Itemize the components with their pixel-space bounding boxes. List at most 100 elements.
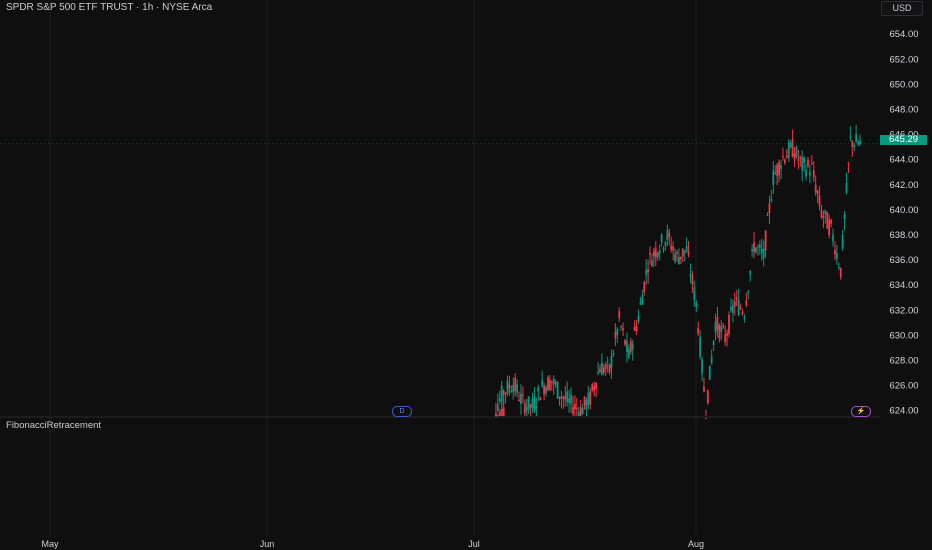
candle-body — [739, 307, 742, 309]
price-axis-label: 644.00 — [889, 155, 918, 166]
candle-body — [845, 182, 848, 194]
candle-body — [502, 407, 505, 416]
price-axis-label: 638.00 — [889, 230, 918, 241]
candle-body — [741, 311, 744, 314]
candle-body — [622, 328, 624, 331]
candle-body — [785, 155, 788, 159]
candle-body — [631, 343, 634, 350]
candle-body — [670, 245, 673, 250]
candle-body — [835, 252, 838, 259]
candle-body — [577, 412, 580, 416]
event-marker-icon[interactable]: ⚡ — [851, 406, 871, 417]
candle-body — [704, 418, 707, 420]
indicator-label[interactable]: FibonacciRetracement — [6, 420, 102, 431]
candle-body — [504, 393, 507, 395]
candle-body — [824, 210, 827, 215]
time-axis[interactable]: May Jun Jul Aug — [41, 539, 704, 549]
candle-body — [735, 297, 738, 300]
candle-body — [606, 360, 609, 363]
candle-body — [826, 212, 829, 229]
candle-body — [730, 307, 732, 311]
candle-body — [755, 247, 757, 253]
candle-body — [560, 396, 563, 399]
candle-body — [737, 300, 740, 315]
candle-body — [527, 396, 530, 411]
candle-body — [749, 270, 752, 275]
candle-body — [572, 406, 574, 415]
candle-body — [689, 273, 692, 276]
price-axis-label: 628.00 — [889, 356, 918, 367]
candle-body — [805, 170, 807, 177]
candle-body — [693, 287, 696, 300]
candle-body — [830, 219, 833, 224]
candle-body — [552, 378, 555, 385]
candle-body — [618, 311, 621, 319]
candle-body — [745, 300, 748, 306]
price-axis-label: 632.00 — [889, 305, 918, 316]
candle-body — [726, 333, 728, 336]
candle-body — [506, 380, 509, 394]
price-axis-label: 650.00 — [889, 79, 918, 90]
candle-body — [716, 316, 719, 330]
candle-body — [747, 291, 750, 293]
price-axis-label: 652.00 — [889, 54, 918, 65]
candle-body — [547, 377, 549, 391]
candle-body — [604, 364, 607, 370]
candle-body — [512, 384, 515, 393]
candle-body — [566, 391, 569, 402]
candle-body — [685, 246, 688, 252]
candle-body — [581, 407, 584, 415]
candle-body — [743, 317, 746, 319]
candle-body — [816, 190, 819, 195]
candle-body — [837, 266, 840, 268]
candle-body — [776, 164, 779, 177]
candle-body — [724, 334, 727, 343]
dividend-marker[interactable]: D — [392, 406, 412, 417]
candle-body — [533, 397, 536, 411]
candle-body — [620, 326, 623, 328]
candle-body — [731, 305, 734, 313]
candle-body — [789, 142, 792, 148]
candle-body — [810, 163, 813, 165]
price-axis-label: 642.00 — [889, 180, 918, 191]
candle-body — [820, 209, 823, 218]
candle-body — [554, 382, 557, 384]
candle-body — [766, 215, 769, 217]
candle-body — [593, 385, 596, 391]
candle-body — [562, 396, 565, 399]
candle-body — [500, 409, 503, 416]
candle-body — [708, 365, 711, 380]
candle-body — [616, 328, 619, 335]
candle-body — [783, 159, 786, 164]
candle-body — [510, 390, 513, 393]
candle-body — [568, 398, 571, 403]
candle-body — [757, 246, 759, 248]
candle-body — [795, 147, 798, 157]
candle-body — [674, 253, 676, 262]
price-axis[interactable]: 654.00652.00650.00648.00646.00644.00642.… — [889, 29, 918, 417]
candle-body — [706, 390, 709, 404]
last-price-badge: 645.29 — [880, 135, 927, 145]
candle-body — [539, 397, 542, 401]
candle-body — [666, 229, 669, 241]
candle-body — [703, 386, 705, 392]
candle-body — [626, 340, 628, 352]
candle-body — [521, 394, 524, 396]
candle-body — [589, 391, 592, 405]
candle-body — [695, 301, 698, 308]
candle-body — [722, 325, 725, 328]
candle-body — [652, 250, 655, 257]
candle-body — [647, 269, 650, 273]
candle-body — [691, 275, 694, 285]
price-axis-label: 630.00 — [889, 330, 918, 341]
candle-body — [502, 390, 505, 396]
candle-body — [676, 251, 678, 254]
candle-body — [514, 377, 517, 391]
candle-body — [541, 380, 544, 387]
currency-button[interactable]: USD — [881, 1, 923, 16]
price-axis-label: 624.00 — [889, 406, 918, 417]
candle-body — [787, 143, 790, 158]
candle-body — [834, 249, 836, 255]
candle-body — [807, 160, 809, 167]
